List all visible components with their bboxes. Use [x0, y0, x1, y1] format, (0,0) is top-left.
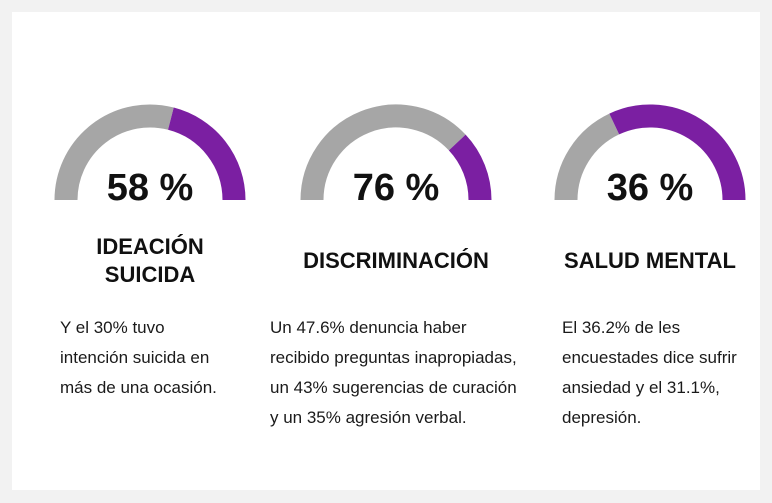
gauge-remainder-arc — [609, 104, 746, 201]
gauge-title: DISCRIMINACIÓN — [303, 248, 489, 273]
gauge-value-label: 58 % — [107, 167, 194, 209]
gauge-description: intención suicida en — [60, 348, 209, 367]
gauge-title: SALUD MENTAL — [564, 248, 736, 273]
gauge-title: SUICIDA — [105, 262, 196, 287]
gauge-value-arc — [300, 104, 466, 201]
gauge-description: encuestades dice sufrir — [562, 348, 737, 367]
gauge-description: Un 47.6% denuncia haber — [270, 318, 467, 337]
gauge-value-arc — [54, 104, 174, 201]
gauge-description: El 36.2% de les — [562, 318, 680, 337]
gauge-remainder-arc — [448, 134, 492, 201]
gauge-description: Y el 30% tuvo — [60, 318, 165, 337]
gauge-description: más de una ocasión. — [60, 378, 217, 397]
gauge-description: recibido preguntas inapropiadas, — [270, 348, 517, 367]
card — [12, 12, 760, 490]
gauge-value-arc — [554, 113, 620, 201]
gauge-description: un 43% sugerencias de curación — [270, 378, 517, 397]
gauge-value-label: 76 % — [353, 167, 440, 209]
gauge-description: y un 35% agresión verbal. — [270, 408, 467, 427]
gauge-title: IDEACIÓN — [96, 234, 204, 259]
gauge-value-label: 36 % — [607, 167, 694, 209]
gauge-remainder-arc — [167, 107, 246, 201]
gauge-description: ansiedad y el 31.1%, — [562, 378, 720, 397]
gauge-description: depresión. — [562, 408, 641, 427]
